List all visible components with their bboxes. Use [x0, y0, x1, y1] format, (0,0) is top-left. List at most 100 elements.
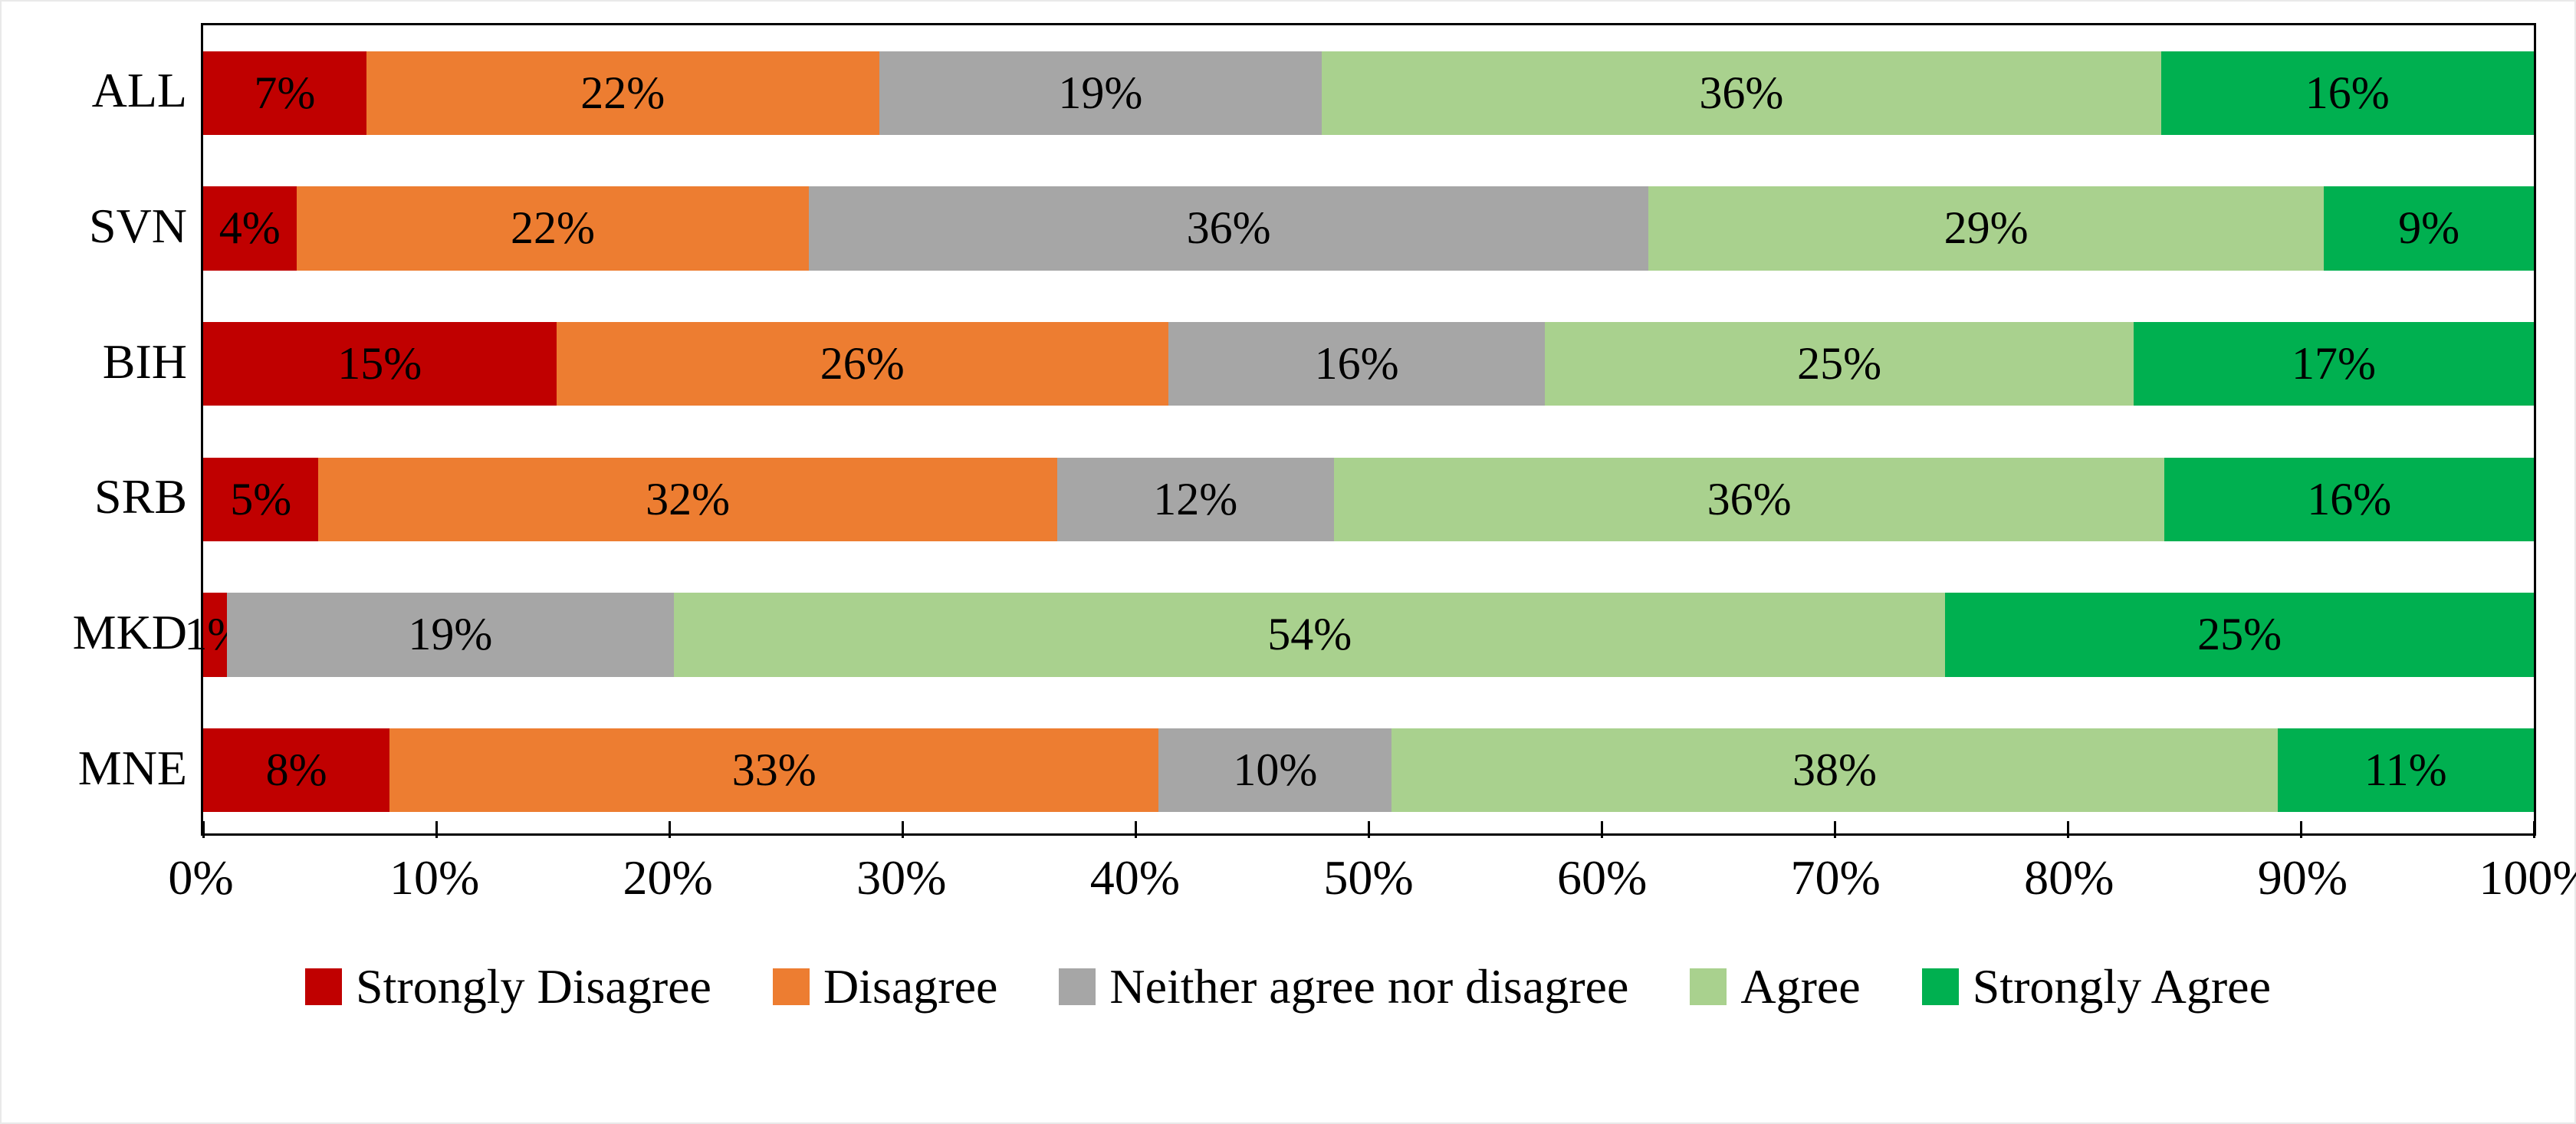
bar-segment: 36% [1334, 458, 2165, 542]
x-axis-label: 80% [2024, 850, 2114, 906]
bar-segment: 32% [318, 458, 1056, 542]
bar-segment-value: 32% [646, 473, 730, 526]
bar-segment: 4% [203, 186, 297, 271]
bar-segment-value: 19% [408, 608, 492, 661]
bar-segment-value: 22% [511, 202, 595, 255]
bar-segment: 22% [366, 51, 879, 136]
bar-segment-value: 54% [1267, 608, 1352, 661]
bar-segment-value: 38% [1792, 744, 1877, 797]
bar-segment-value: 29% [1944, 202, 2029, 255]
x-axis-label: 20% [623, 850, 713, 906]
bar-segment-value: 26% [820, 337, 905, 390]
bar-segment-value: 4% [219, 202, 281, 255]
bar-segment: 8% [203, 728, 389, 813]
bar-segment: 54% [674, 593, 1945, 677]
y-axis-labels: ALL SVN BIH SRB MKD MNE [32, 23, 201, 836]
bar-segment-value: 11% [2364, 744, 2447, 797]
bar-row: 7% 22% 19% 36% 16% [203, 51, 2534, 136]
bar-segment-value: 17% [2292, 337, 2376, 390]
legend-swatch [773, 968, 810, 1005]
legend-label: Neither agree nor disagree [1109, 958, 1628, 1015]
legend-item: Disagree [773, 958, 997, 1015]
bar-segment: 1% [203, 593, 227, 677]
bar-segment: 16% [2161, 51, 2534, 136]
bar-segment-value: 22% [580, 67, 665, 120]
y-axis-label: ALL [92, 62, 187, 119]
legend-label: Strongly Agree [1973, 958, 2271, 1015]
bar-segment-value: 36% [1707, 473, 1792, 526]
bar-segment-value: 36% [1699, 67, 1783, 120]
legend-swatch [1059, 968, 1096, 1005]
y-axis-label: BIH [103, 334, 187, 390]
bar-segment-value: 36% [1187, 202, 1271, 255]
bar-segment-value: 10% [1233, 744, 1317, 797]
y-axis-label: SVN [89, 198, 187, 255]
x-axis-label: 70% [1791, 850, 1881, 906]
x-axis-labels: 0%10%20%30%40%50%60%70%80%90%100% [201, 836, 2536, 920]
bar-segment-value: 9% [2398, 202, 2459, 255]
bar-segment: 36% [1322, 51, 2160, 136]
x-axis-label: 40% [1090, 850, 1180, 906]
legend-swatch [1690, 968, 1727, 1005]
x-axis-label: 30% [856, 850, 946, 906]
bar-segment: 36% [809, 186, 1648, 271]
legend-item: Strongly Agree [1922, 958, 2271, 1015]
legend-label: Disagree [823, 958, 997, 1015]
y-axis-label: MKD [73, 604, 187, 661]
bar-segment: 11% [2278, 728, 2534, 813]
bar-segment-value: 25% [1797, 337, 1881, 390]
bar-segment-value: 8% [266, 744, 327, 797]
bar-segment: 38% [1392, 728, 2277, 813]
legend-label: Strongly Disagree [356, 958, 711, 1015]
bar-segment: 19% [227, 593, 674, 677]
legend: Strongly Disagree Disagree Neither agree n… [32, 958, 2544, 1015]
bar-segment: 29% [1648, 186, 2325, 271]
bar-segment-value: 12% [1153, 473, 1237, 526]
bar-segment-value: 19% [1058, 67, 1142, 120]
x-axis-label: 0% [168, 850, 233, 906]
x-axis-label: 90% [2258, 850, 2348, 906]
bar-segment: 22% [297, 186, 810, 271]
legend-swatch [1922, 968, 1959, 1005]
legend-item: Strongly Disagree [305, 958, 711, 1015]
bar-segment-value: 33% [732, 744, 816, 797]
bar-segment-value: 16% [2305, 67, 2390, 120]
bar-segment: 16% [1168, 322, 1545, 406]
bar-segment: 5% [203, 458, 318, 542]
bar-segment: 33% [389, 728, 1158, 813]
bar-row: 15% 26% 16% 25% 17% [203, 322, 2534, 406]
bar-segment: 10% [1158, 728, 1392, 813]
bar-segment-value: 5% [230, 473, 291, 526]
bar-segment-value: 16% [2307, 473, 2391, 526]
bar-row: 8% 33% 10% 38% 11% [203, 728, 2534, 813]
bar-segment: 25% [1545, 322, 2134, 406]
bar-segment: 16% [2164, 458, 2534, 542]
bar-segment: 17% [2134, 322, 2534, 406]
bar-segment-value: 16% [1315, 337, 1399, 390]
y-axis-label: MNE [78, 740, 187, 797]
legend-label: Agree [1740, 958, 1860, 1015]
legend-item: Agree [1690, 958, 1860, 1015]
plot-area: ALL SVN BIH SRB MKD MNE 7% 22% 19% 36% 16% 4% 22% 36… [32, 23, 2544, 836]
legend-swatch [305, 968, 342, 1005]
bar-segment: 26% [557, 322, 1168, 406]
legend-item: Neither agree nor disagree [1059, 958, 1628, 1015]
bar-row: 4% 22% 36% 29% 9% [203, 186, 2534, 271]
chart-container: ALL SVN BIH SRB MKD MNE 7% 22% 19% 36% 16% 4% 22% 36… [0, 0, 2576, 1124]
bar-rows: 7%22%19%36%16%4%22%36%29%9%15%26%16%25%1… [203, 25, 2534, 833]
x-axis-label: 60% [1557, 850, 1647, 906]
bar-segment-value: 15% [337, 337, 422, 390]
bar-segment: 9% [2324, 186, 2534, 271]
chart-box: 7%22%19%36%16%4%22%36%29%9%15%26%16%25%1… [201, 23, 2536, 836]
bar-segment: 25% [1945, 593, 2534, 677]
bar-row: 1% 19% 54% 25% [203, 593, 2534, 677]
x-axis-label: 50% [1323, 850, 1413, 906]
bar-segment-value: 7% [254, 67, 315, 120]
bar-segment: 15% [203, 322, 557, 406]
y-axis-label: SRB [94, 468, 187, 525]
bar-row: 5% 32% 12% 36% 16% [203, 458, 2534, 542]
bar-segment-value: 25% [2197, 608, 2282, 661]
x-axis-label: 100% [2479, 850, 2576, 906]
bar-segment: 7% [203, 51, 366, 136]
bar-segment: 12% [1057, 458, 1334, 542]
